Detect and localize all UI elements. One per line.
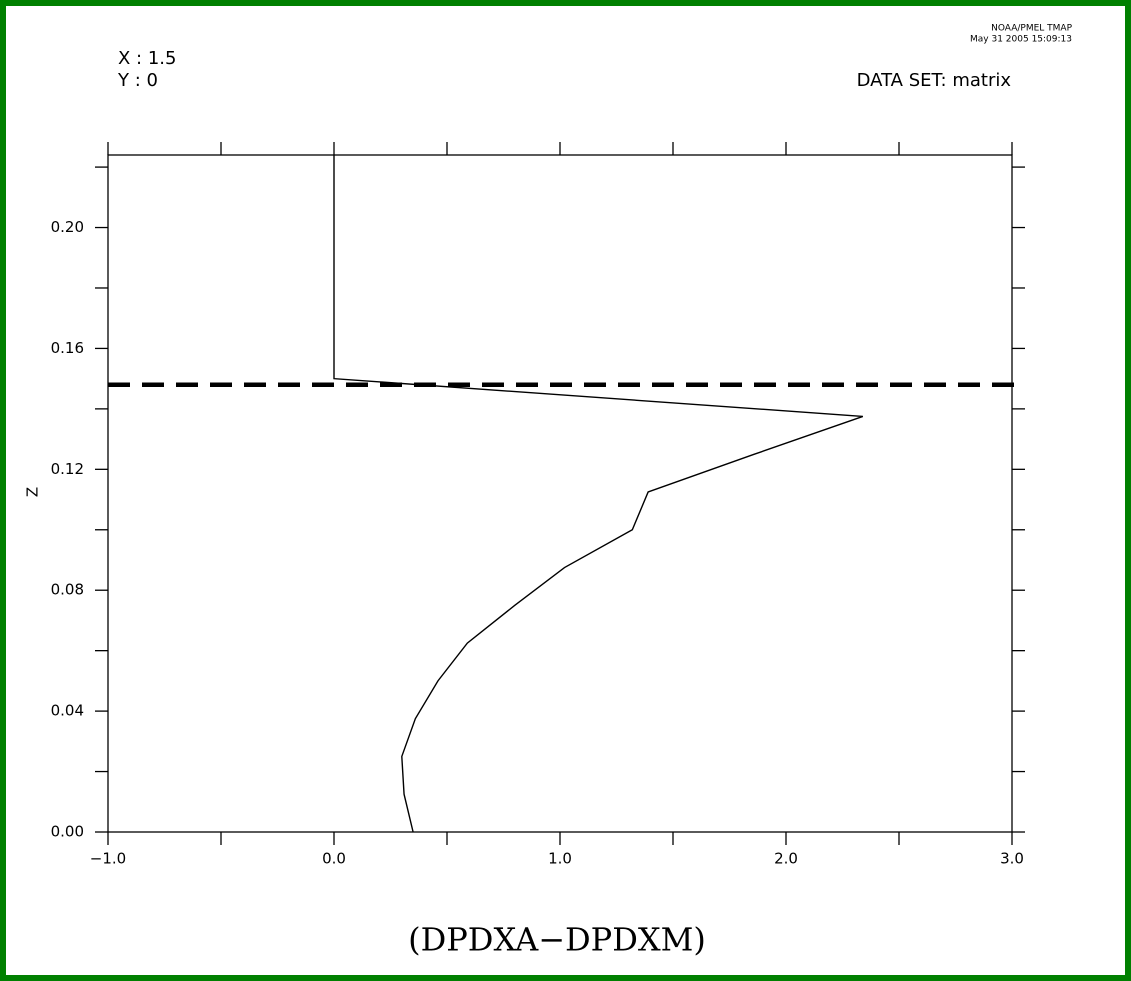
x-tick-label: 3.0 — [1000, 850, 1024, 868]
y-tick-label: 0.16 — [51, 339, 84, 357]
x-tick-label: 0.0 — [322, 850, 346, 868]
annotation: X : 1.5 — [118, 48, 176, 69]
x-tick-label: −1.0 — [90, 850, 126, 868]
y-axis-label: Z — [24, 487, 42, 497]
y-tick-label: 0.08 — [51, 581, 84, 599]
credit: May 31 2005 15:09:13 — [970, 35, 1072, 45]
dataset-label: DATA SET: matrix — [857, 70, 1012, 91]
y-tick-label: 0.00 — [51, 823, 84, 841]
y-tick-label: 0.04 — [51, 702, 84, 720]
credit: NOAA/PMEL TMAP — [991, 24, 1072, 34]
x-tick-label: 2.0 — [774, 850, 798, 868]
y-tick-label: 0.20 — [51, 218, 84, 236]
x-axis-label: (DPDXA−DPDXM) — [408, 921, 706, 959]
profile-line — [333, 155, 864, 833]
y-tick-label: 0.12 — [51, 460, 84, 478]
annotation: Y : 0 — [117, 70, 158, 91]
x-tick-label: 1.0 — [548, 850, 572, 868]
